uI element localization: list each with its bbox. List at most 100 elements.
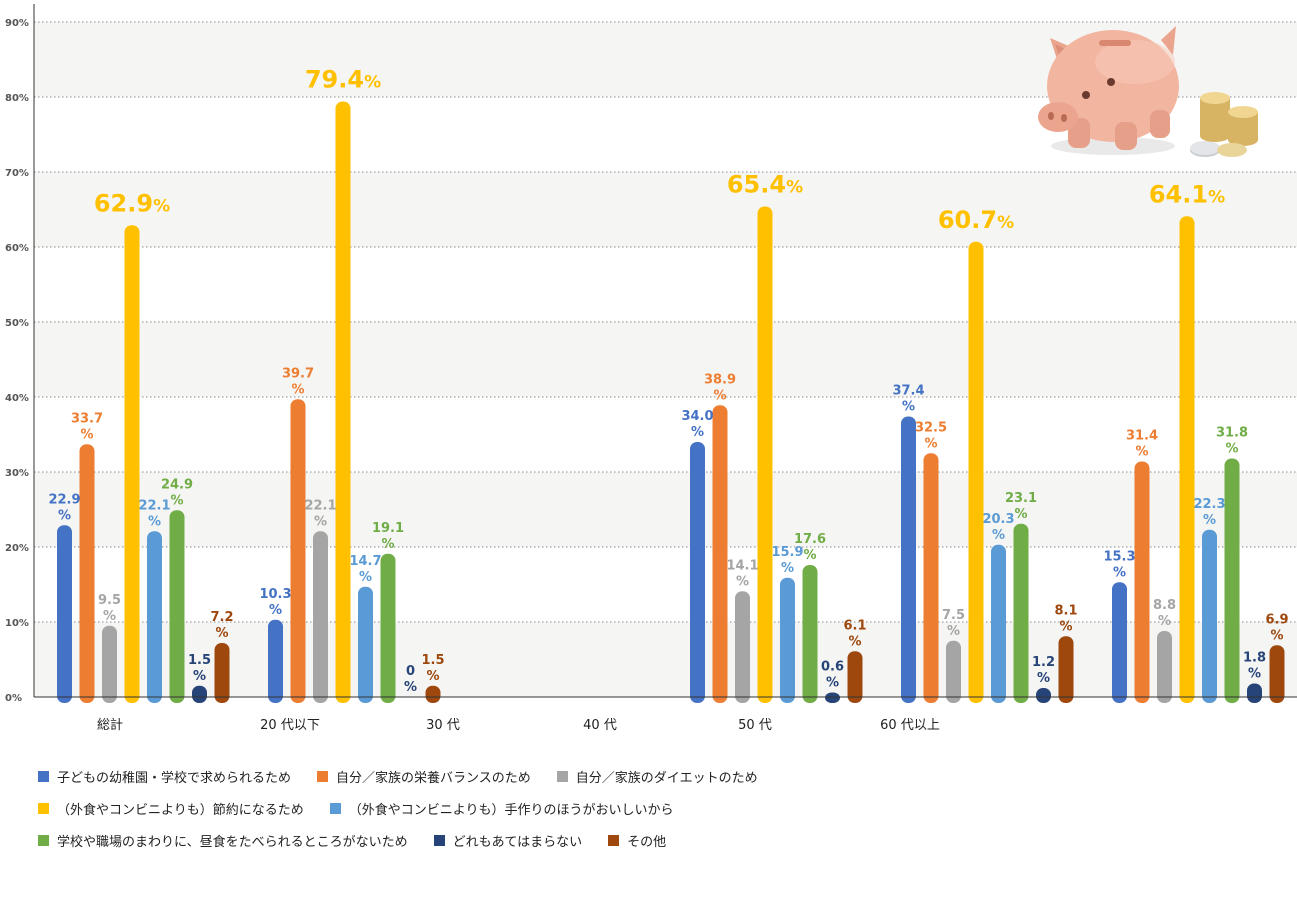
x-axis: 総計 20 代以下 30 代 40 代 50 代 60 代以上 <box>97 717 940 733</box>
grid-bands <box>34 22 1297 697</box>
bar <box>1112 582 1127 703</box>
bars <box>57 101 1285 703</box>
legend-item: （外食やコンビニよりも）節約になるため <box>38 799 304 818</box>
legend-item: 自分／家族の栄養バランスのため <box>317 767 531 786</box>
bar <box>991 544 1006 703</box>
legend-item: （外食やコンビニよりも）手作りのほうがおいしいから <box>329 799 674 818</box>
data-label: 8.8% <box>1153 598 1176 629</box>
bar <box>380 553 396 703</box>
bar <box>214 643 230 703</box>
data-label: 23.1% <box>1005 491 1037 522</box>
bar <box>1013 523 1029 703</box>
bar <box>425 685 441 703</box>
y-tick-label: 40% <box>5 393 29 404</box>
data-label: 7.5% <box>942 608 965 639</box>
legend-row: 学校や職場のまわりに、昼食をたべられるところがないため どれもあてはまらない そ… <box>38 824 1238 856</box>
legend-item: どれもあてはまらない <box>433 831 582 850</box>
legend-item: 子どもの幼稚園・学校で求められるため <box>38 767 291 786</box>
data-label-highlight: 79.4% <box>305 66 381 94</box>
data-label: 24.9% <box>161 477 193 508</box>
y-tick-label: 80% <box>5 93 29 104</box>
legend-swatch <box>608 834 620 846</box>
data-label: 14.7% <box>349 554 381 585</box>
data-label: 1.5% <box>188 653 211 684</box>
legend-swatch <box>433 834 445 846</box>
legend-swatch <box>38 770 49 782</box>
data-label: 32.5% <box>915 420 947 451</box>
legend-swatch <box>38 834 49 846</box>
legend-label: 子どもの幼稚園・学校で求められるため <box>57 769 292 785</box>
legend-label: （外食やコンビニよりも）手作りのほうがおいしいから <box>348 801 674 817</box>
data-label: 34.0% <box>681 409 713 440</box>
legend-row: （外食やコンビニよりも）節約になるため （外食やコンビニよりも）手作りのほうがお… <box>38 792 1238 824</box>
data-label: 8.1% <box>1054 603 1077 634</box>
x-category-label: 総計 <box>97 717 123 733</box>
coin-stack-icon <box>1190 92 1258 157</box>
legend-item: 自分／家族のダイエットのため <box>556 767 758 786</box>
bar <box>192 685 207 703</box>
data-label: 19.1% <box>372 521 404 552</box>
y-tick-label: 0% <box>5 693 22 704</box>
bar <box>1036 688 1051 703</box>
legend-item: その他 <box>608 831 666 850</box>
bar-chart: 0% 10% 20% 30% 40% 50% 60% 70% 80% 90% 22.9 % 10.3%… <box>5 4 1297 733</box>
x-category-label: 40 代 <box>583 718 617 733</box>
legend-swatch <box>38 802 49 814</box>
data-label: 37.4% <box>892 384 924 415</box>
bar <box>1157 631 1172 703</box>
bar <box>968 241 984 703</box>
data-labels: 22.9%10.3%34.0%37.4%15.3%2.8%33.7%39.7%3… <box>48 66 1288 696</box>
data-label: 20.3% <box>982 512 1014 543</box>
bar <box>712 405 728 703</box>
data-label: 0.6% <box>821 660 844 691</box>
data-label: 1.5% <box>421 653 444 684</box>
data-label-highlight: 62.9% <box>94 189 170 217</box>
bar <box>1058 636 1074 703</box>
bar <box>1179 216 1195 703</box>
y-tick-label: 30% <box>5 468 29 479</box>
bar <box>690 442 705 703</box>
bar <box>268 619 283 703</box>
legend-label: その他 <box>627 833 667 849</box>
y-tick-label: 10% <box>5 618 29 629</box>
legend-swatch <box>556 770 568 782</box>
bar <box>1134 461 1150 703</box>
data-label-highlight: 60.7% <box>938 206 1014 234</box>
bar <box>147 531 162 703</box>
data-label: 38.9% <box>704 372 736 403</box>
grid-band <box>34 472 1297 547</box>
data-label: 15.9% <box>771 545 803 576</box>
data-label: 6.9% <box>1265 612 1288 643</box>
y-tick-label: 70% <box>5 168 29 179</box>
legend-swatch <box>329 802 341 814</box>
bar <box>946 640 961 703</box>
bar <box>825 692 840 703</box>
data-label: 0% <box>404 664 417 695</box>
bar <box>757 206 773 703</box>
grid-band <box>34 322 1297 397</box>
data-label-highlight: 65.4% <box>727 171 803 199</box>
legend-label: 自分／家族の栄養バランスのため <box>336 769 531 785</box>
bar <box>735 591 750 703</box>
bar <box>780 577 795 703</box>
legend-row: 子どもの幼稚園・学校で求められるため 自分／家族の栄養バランスのため 自分／家族… <box>38 760 1238 792</box>
legend-label: 自分／家族のダイエットのため <box>575 769 758 785</box>
data-label: 22.3% <box>1193 497 1225 528</box>
grid-band <box>34 622 1297 697</box>
bar <box>1247 683 1262 703</box>
bar <box>102 625 117 703</box>
piggy-bank-icon <box>1038 26 1179 155</box>
bar <box>358 586 373 703</box>
axis-lines <box>33 4 1297 698</box>
data-label-highlight: 64.1% <box>1149 180 1225 208</box>
data-label: 10.3% <box>259 587 291 618</box>
x-category-label: 50 代 <box>738 718 772 733</box>
y-tick-label: 50% <box>5 318 29 329</box>
bar <box>847 651 863 703</box>
bar <box>124 225 140 703</box>
data-label: 7.2% <box>210 610 233 641</box>
data-label: 22.1% <box>304 498 336 529</box>
data-label: 39.7% <box>282 366 314 397</box>
bar <box>79 444 95 703</box>
x-category-label: 60 代以上 <box>880 718 940 733</box>
